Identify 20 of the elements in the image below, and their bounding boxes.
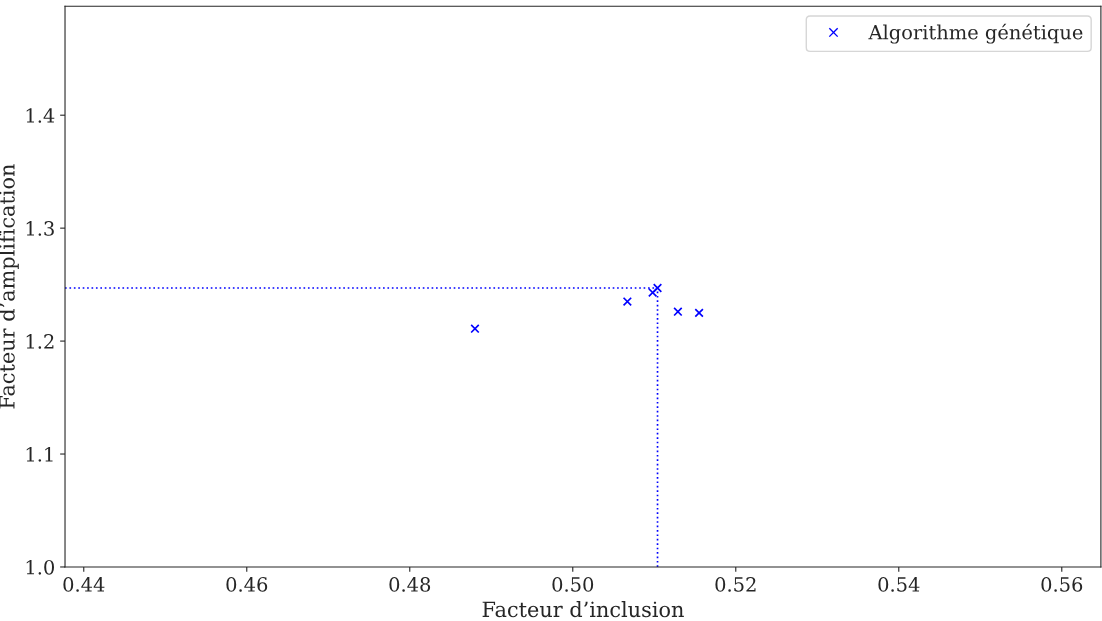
y-tick-label: 1.3 [26,221,54,236]
point [648,287,658,298]
x-tick-label: 0.50 [552,577,594,592]
x-tick-label: 0.54 [878,577,920,592]
x-tick-label: 0.56 [1041,577,1083,592]
x-tick-label: 0.48 [389,577,431,592]
legend-label: Algorithme génétique [868,23,1083,44]
y-tick-label: 1.4 [26,108,55,123]
x-tick-label: 0.46 [226,577,268,592]
point [652,283,663,293]
point [470,324,480,334]
point [622,296,633,307]
y-tick-label: 1.0 [26,559,55,575]
point [673,307,683,317]
x-axis-title: Facteur d’inclusion [482,601,684,618]
y-tick-label: 1.2 [26,334,54,349]
point [694,308,704,318]
x-tick-label: 0.52 [715,577,756,592]
y-tick-label: 1.1 [26,446,53,462]
x-tick-label: 0.44 [63,577,105,592]
